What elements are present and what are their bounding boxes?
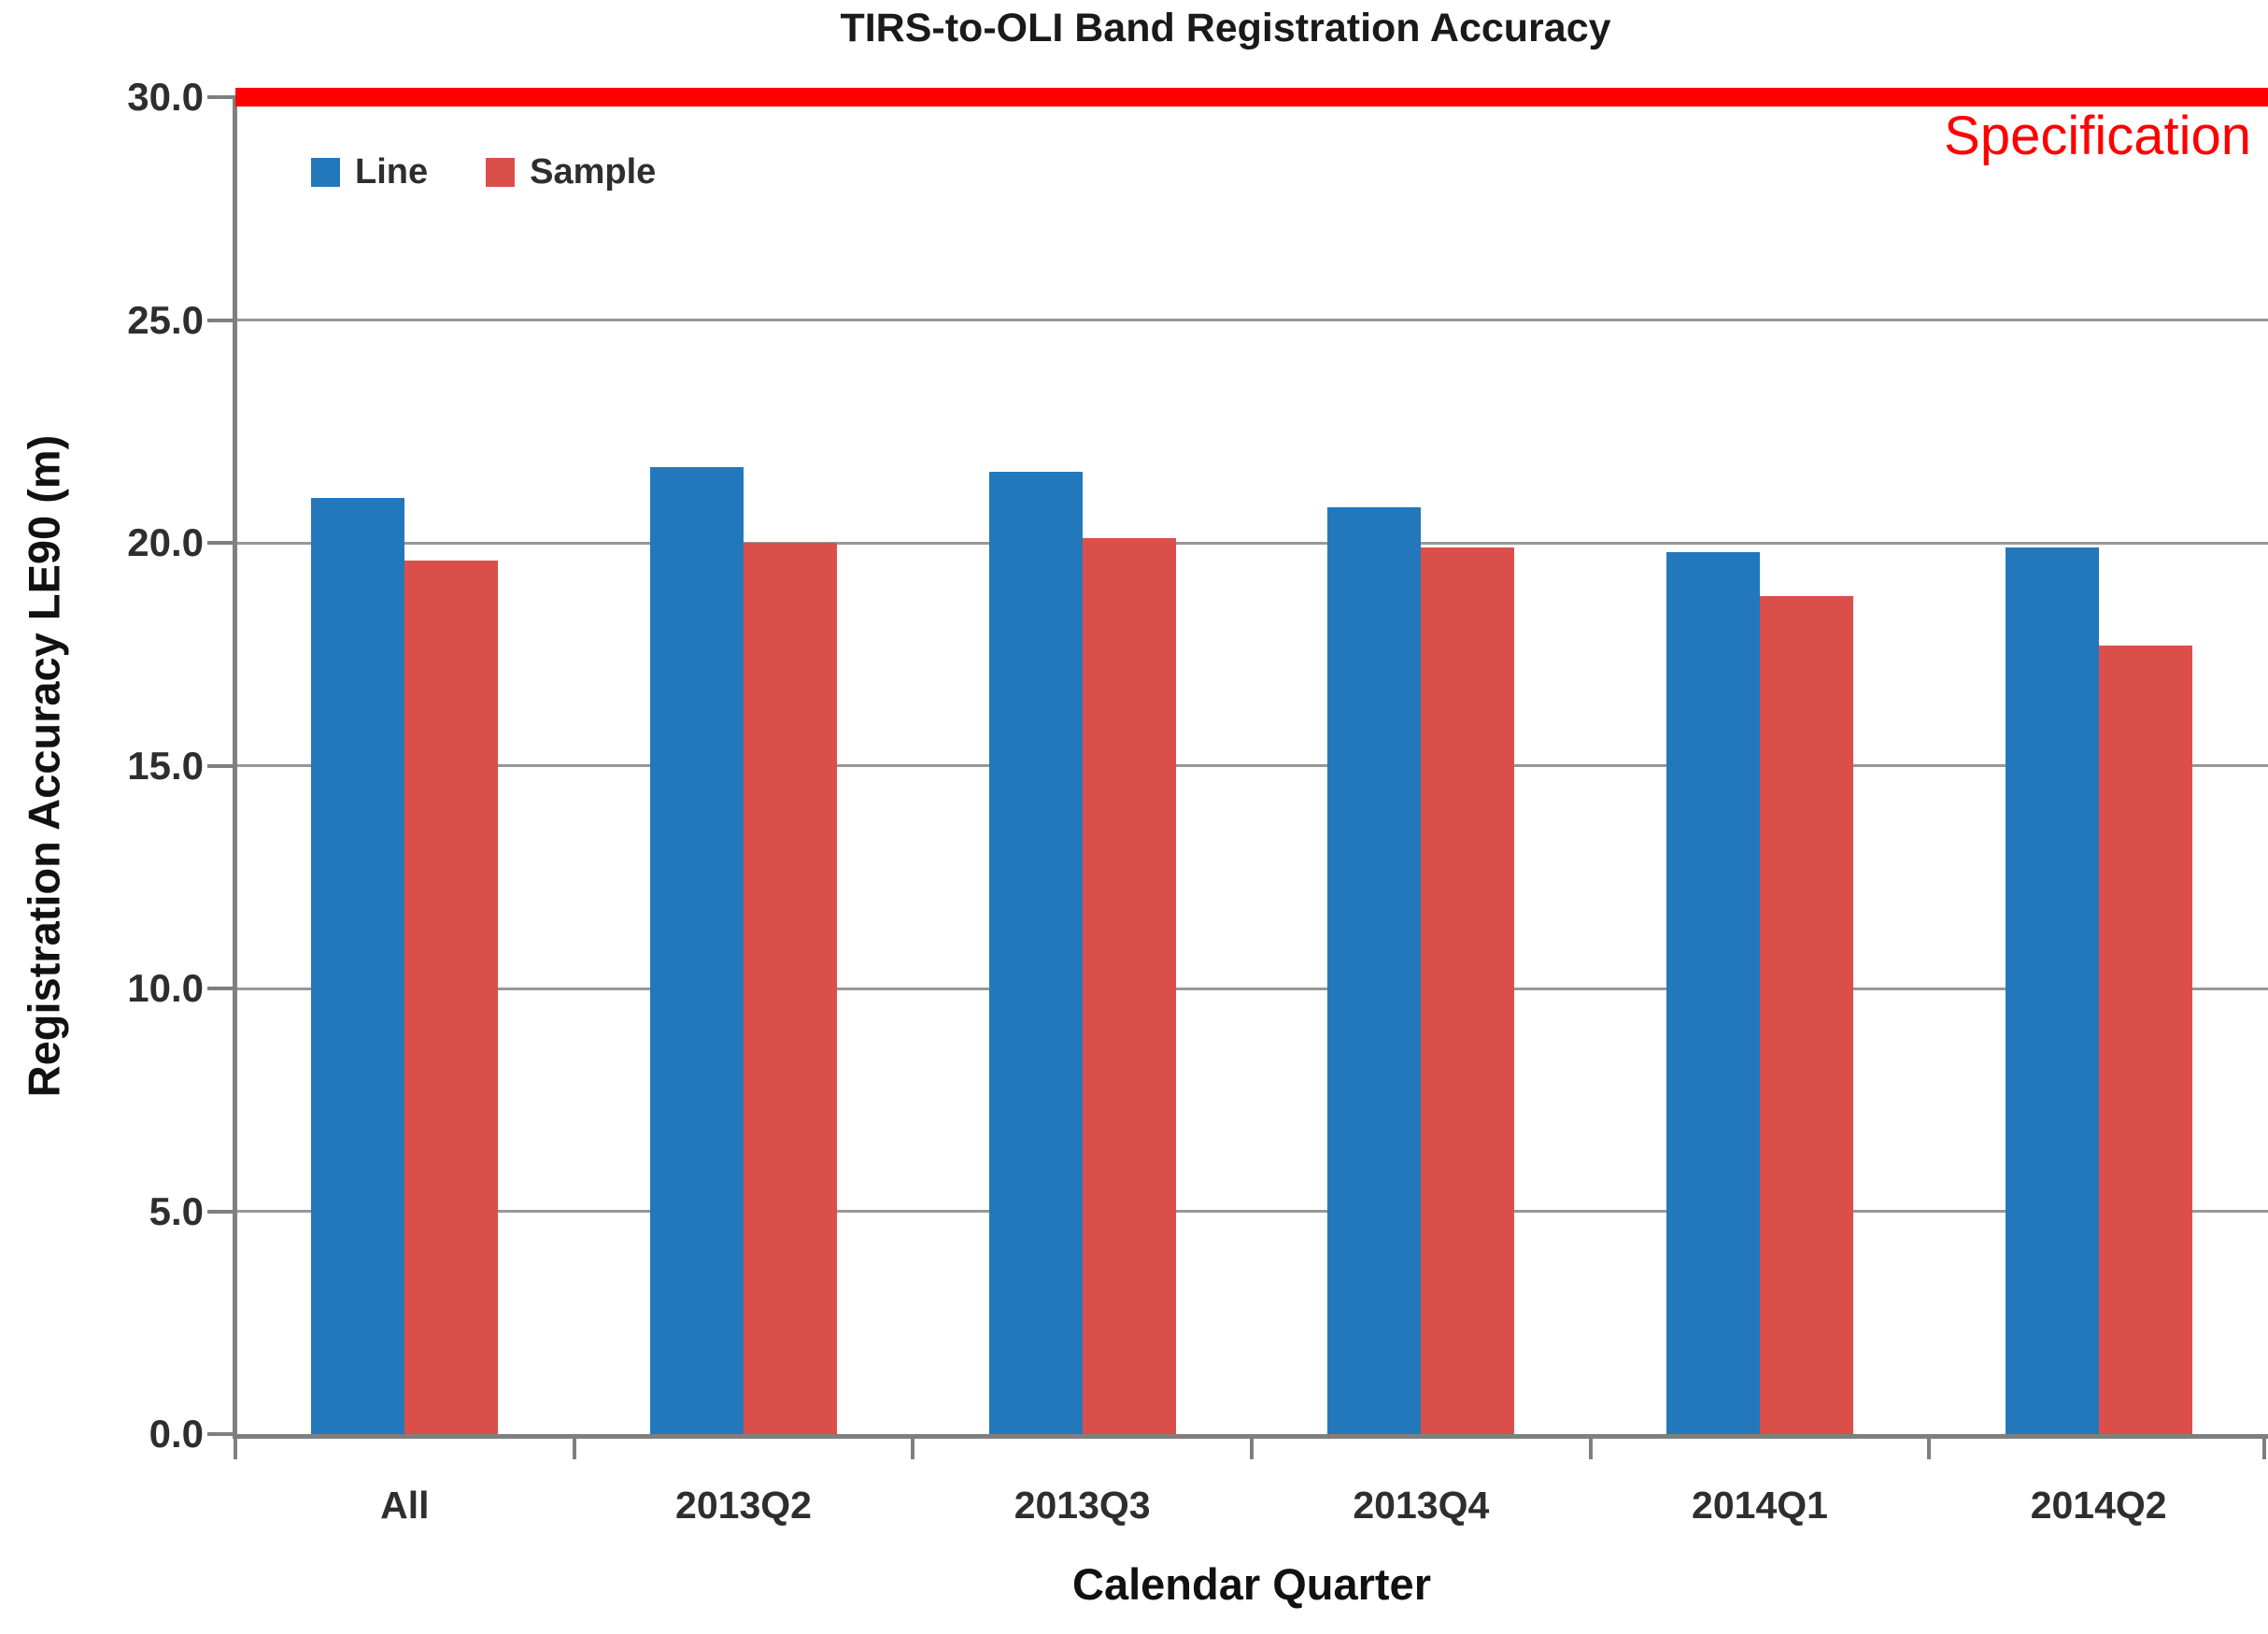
y-tick-label: 25.0 (127, 297, 204, 342)
y-tick (207, 987, 235, 990)
bar-line-2014q1 (1666, 551, 1760, 1434)
x-tick (234, 1437, 237, 1459)
bar-sample-all (404, 561, 499, 1434)
y-tick (207, 95, 235, 99)
bar-sample-2013q4 (1421, 547, 1515, 1434)
chart-title: TIRS-to-OLI Band Registration Accuracy (840, 6, 1611, 50)
x-category-label: All (380, 1484, 430, 1527)
x-category-label: 2013Q3 (1014, 1484, 1151, 1527)
bar-line-2014q2 (2005, 547, 2099, 1434)
x-tick (2262, 1437, 2266, 1459)
x-tick (1927, 1437, 1932, 1459)
y-axis-title: Registration Accuracy LE90 (m) (19, 434, 69, 1098)
y-tick-label: 20.0 (127, 520, 204, 564)
gridline (235, 541, 2268, 545)
bar-sample-2014q1 (1760, 596, 1853, 1434)
gridline (235, 319, 2268, 321)
y-tick (207, 318, 235, 322)
specification-label: Specification (1944, 106, 2251, 166)
y-tick-label: 30.0 (127, 75, 204, 119)
specification-reference-line (235, 88, 2268, 107)
x-category-label: 2013Q2 (675, 1484, 812, 1527)
bar-line-2013q2 (650, 466, 744, 1434)
x-category-label: 2014Q2 (2030, 1484, 2167, 1527)
legend-swatch-line-icon (311, 158, 340, 187)
gridline (235, 1210, 2268, 1213)
y-tick (207, 763, 235, 768)
y-tick (207, 541, 235, 545)
bar-line-all (311, 498, 405, 1434)
x-tick (1250, 1437, 1254, 1459)
x-tick (911, 1437, 915, 1459)
y-tick-label: 0.0 (149, 1412, 204, 1456)
legend-swatch-sample-icon (486, 158, 516, 187)
gridline (235, 987, 2268, 990)
bar-line-2013q3 (988, 471, 1083, 1434)
y-tick (207, 1432, 235, 1436)
x-category-label: 2014Q1 (1692, 1484, 1828, 1527)
y-tick (207, 1209, 235, 1214)
y-tick-label: 10.0 (127, 966, 204, 1010)
x-tick (1588, 1437, 1593, 1459)
legend-label-line: Line (355, 152, 429, 192)
legend-label-sample: Sample (530, 152, 657, 192)
legend-item-sample: Sample (486, 152, 656, 192)
x-category-label: 2013Q4 (1353, 1484, 1490, 1527)
legend: Line Sample (311, 152, 656, 192)
legend-item-line: Line (311, 152, 428, 192)
bar-sample-2013q3 (1082, 538, 1176, 1434)
y-tick-label: 15.0 (127, 743, 204, 788)
x-axis-title: Calendar Quarter (1072, 1559, 1431, 1609)
gridline (235, 764, 2268, 767)
x-tick (572, 1437, 576, 1459)
y-axis-line (233, 95, 237, 1439)
bar-line-2013q4 (1327, 506, 1422, 1434)
x-axis-line (233, 1434, 2268, 1439)
y-tick-label: 5.0 (149, 1188, 204, 1233)
bar-sample-2014q2 (2098, 645, 2192, 1434)
bar-sample-2013q2 (744, 543, 837, 1434)
